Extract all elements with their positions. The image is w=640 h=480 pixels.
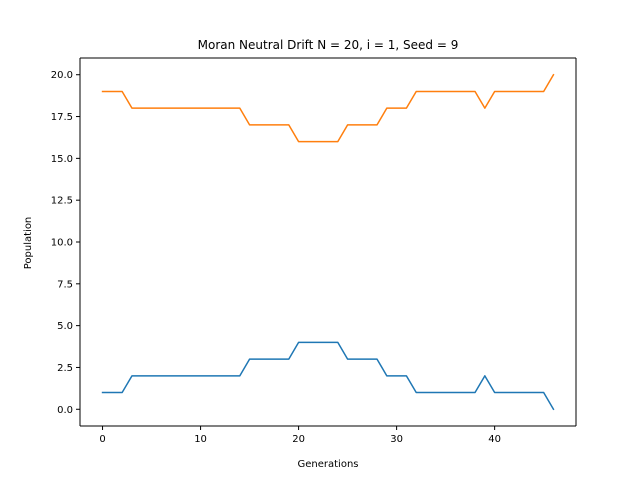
y-tick-label: 0.0 — [57, 405, 73, 416]
x-tick-label: 10 — [194, 434, 207, 445]
y-tick-label: 15.0 — [51, 154, 73, 165]
x-tick-label: 30 — [390, 434, 403, 445]
x-axis-title: Generations — [298, 459, 359, 470]
y-axis-title: Population — [23, 217, 34, 270]
y-tick-label: 17.5 — [51, 112, 73, 123]
y-tick-label: 10.0 — [51, 238, 73, 249]
series-line-2 — [101, 73, 555, 143]
axes-layer: 0 10 20 30 40 0.0 2.5 5.0 7.5 10.0 12.5 15.0 17.5 20.… — [51, 57, 577, 445]
x-tick-label: 0 — [99, 434, 105, 445]
x-tick-label: 20 — [292, 434, 305, 445]
y-tick-label: 7.5 — [57, 279, 73, 290]
y-tick-label: 20.0 — [51, 70, 73, 81]
plot-background — [80, 58, 576, 426]
y-tick-label: 12.5 — [51, 196, 73, 207]
series-layer — [101, 73, 555, 411]
series-line-1 — [101, 341, 555, 411]
chart-title: Moran Neutral Drift N = 20, i = 1, Seed … — [198, 38, 459, 52]
y-tick-label: 2.5 — [57, 363, 73, 374]
plot-area — [80, 58, 576, 426]
y-tick-label: 5.0 — [57, 321, 73, 332]
x-tick-label: 40 — [488, 434, 501, 445]
